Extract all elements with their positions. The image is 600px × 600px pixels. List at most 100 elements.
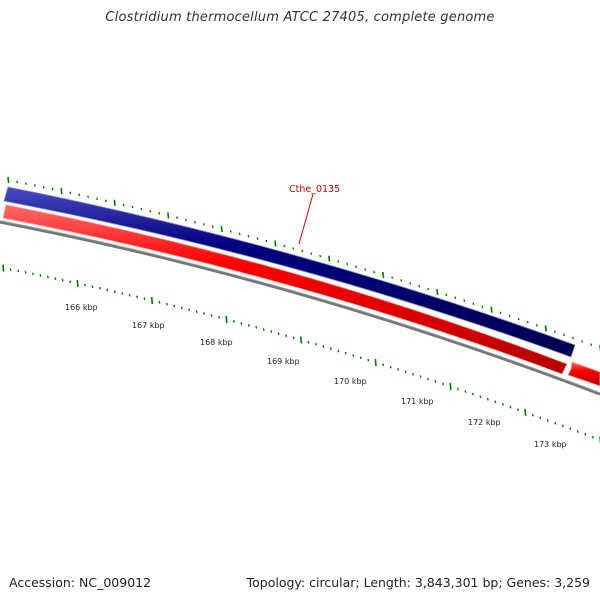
- gc-tick: [238, 232, 241, 236]
- ruler-tick: [427, 377, 429, 381]
- ruler-tick: [486, 397, 489, 401]
- map-title: Clostridium thermocellum ATCC 27405, com…: [105, 10, 495, 25]
- gc-tick: [508, 314, 511, 318]
- ruler-tick: [404, 370, 407, 374]
- ruler-tick: [218, 316, 220, 319]
- ruler-tick: [516, 408, 519, 412]
- gc-tick: [16, 180, 19, 184]
- ruler-tick: [39, 274, 42, 277]
- ruler-tick: [397, 368, 400, 371]
- gene-label-leader: [298, 193, 314, 245]
- ruler-tick: [457, 387, 459, 391]
- gc-tick: [373, 270, 376, 274]
- gc-tick: [247, 234, 250, 238]
- reverse-gene-feature[interactable]: [2, 204, 568, 375]
- gc-tick: [33, 184, 36, 187]
- gc-tick: [7, 176, 10, 184]
- gc-tick: [572, 336, 574, 340]
- gc-tick: [445, 293, 448, 297]
- gc-tick: [391, 276, 394, 279]
- forward-gene-feature[interactable]: [3, 186, 576, 358]
- ruler-tick: [442, 382, 444, 386]
- ruler-tick: [240, 322, 243, 325]
- ruler-label: 166 kbp: [65, 303, 98, 312]
- gc-tick: [301, 249, 304, 253]
- ruler-tick: [322, 345, 325, 348]
- ruler-tick: [9, 268, 12, 271]
- ruler-tick: [225, 315, 228, 323]
- ruler-tick: [91, 285, 94, 289]
- gc-tick: [265, 239, 268, 243]
- ruler-tick: [46, 275, 49, 279]
- ruler-label: 173 kbp: [534, 440, 567, 449]
- ruler-label: 170 kbp: [334, 377, 367, 386]
- gc-tick: [96, 197, 98, 201]
- genome-summary-text: Topology: circular; Length: 3,843,301 bp…: [246, 575, 590, 590]
- ruler-tick: [76, 279, 79, 287]
- gc-tick: [104, 199, 107, 203]
- ruler-tick: [449, 382, 452, 391]
- gc-tick: [292, 247, 295, 250]
- reverse-gene-feature-2[interactable]: [567, 361, 600, 387]
- ruler-tick: [247, 324, 250, 327]
- gc-tick: [526, 320, 529, 324]
- gc-tick: [463, 299, 466, 302]
- ruler-tick: [165, 302, 168, 306]
- gc-tick: [427, 287, 430, 291]
- ruler-tick: [210, 314, 213, 317]
- ruler-tick: [569, 427, 572, 431]
- ruler-label: 168 kbp: [200, 338, 233, 347]
- ruler-tick: [262, 328, 265, 331]
- gc-tick: [454, 296, 457, 299]
- ruler-tick: [150, 296, 154, 305]
- ruler-tick: [255, 326, 258, 329]
- ruler-tick: [531, 413, 534, 417]
- gc-tick: [158, 212, 161, 215]
- ruler-tick: [337, 349, 340, 353]
- ruler-label: 169 kbp: [267, 357, 300, 366]
- gc-tick: [418, 284, 421, 288]
- ruler-tick: [561, 424, 564, 428]
- ruler-tick: [546, 419, 549, 422]
- ruler-tick: [494, 400, 497, 404]
- ruler-tick: [389, 365, 392, 369]
- ruler-tick: [61, 278, 64, 282]
- gc-tick: [131, 205, 134, 209]
- ruler-tick: [419, 375, 422, 378]
- ruler-tick: [270, 330, 273, 333]
- ruler-tick: [24, 271, 27, 274]
- ruler-tick: [2, 264, 5, 272]
- ruler-tick: [69, 280, 72, 284]
- gc-tick: [472, 302, 475, 305]
- ruler-tick: [464, 390, 467, 393]
- ruler-tick: [285, 334, 288, 338]
- gene-label[interactable]: Cthe_0135: [289, 184, 340, 195]
- ruler-tick: [554, 421, 557, 425]
- ruler-tick: [128, 293, 131, 297]
- ruler-tick: [412, 372, 415, 376]
- gc-tick: [122, 203, 125, 207]
- gc-tick: [517, 317, 520, 321]
- gc-tick: [202, 223, 205, 226]
- ruler-tick: [121, 292, 124, 295]
- ruler-tick: [98, 286, 101, 290]
- ruler-tick: [180, 306, 183, 310]
- ruler-tick: [277, 332, 280, 335]
- gc-tick: [185, 218, 187, 222]
- gc-tick: [69, 191, 72, 195]
- ruler-tick: [307, 340, 310, 344]
- gc-content-track: [7, 176, 600, 352]
- ruler-tick: [584, 432, 587, 436]
- ruler-tick: [173, 304, 176, 308]
- gc-tick: [499, 311, 502, 315]
- gc-tick: [60, 187, 63, 195]
- gc-tick: [176, 216, 179, 219]
- ruler-tick: [17, 269, 20, 273]
- gc-tick: [563, 333, 565, 337]
- gc-tick: [436, 288, 439, 295]
- ruler-tick: [195, 310, 198, 313]
- accession-text: Accession: NC_009012: [9, 575, 152, 590]
- gc-tick: [409, 282, 412, 285]
- gc-tick: [535, 324, 538, 327]
